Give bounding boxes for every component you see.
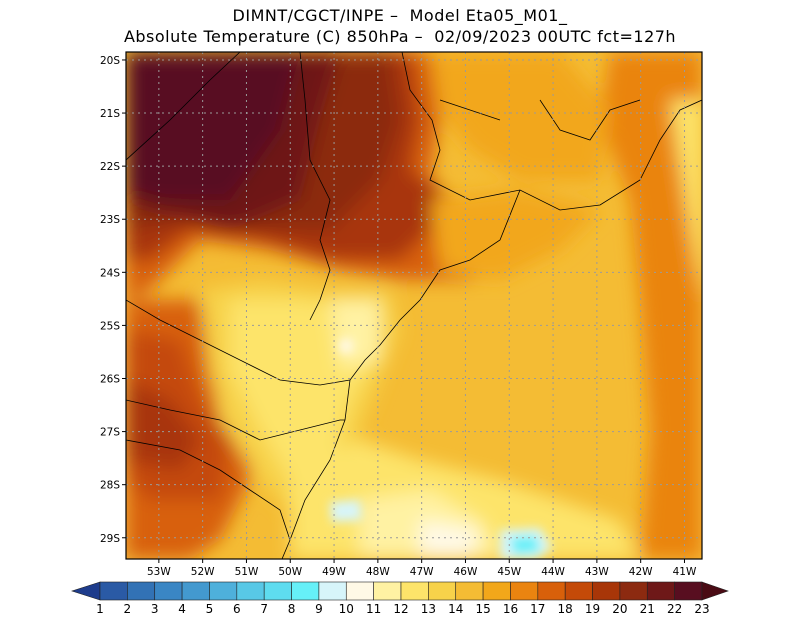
lon-label: 45W	[497, 566, 521, 578]
lat-label: 23S	[100, 214, 120, 226]
lon-label: 41W	[673, 566, 697, 578]
lon-label: 43W	[585, 566, 609, 578]
colorbar-label: 10	[339, 602, 354, 616]
lon-label: 47W	[410, 566, 434, 578]
coast-and-borders	[126, 52, 702, 559]
colorbar-swatch	[537, 581, 566, 601]
colorbar-label: 17	[530, 602, 545, 616]
colorbar-swatch	[318, 581, 347, 601]
colorbar-swatch	[209, 581, 238, 601]
lon-label: 49W	[322, 566, 346, 578]
colorbar-label: 19	[585, 602, 600, 616]
lon-label: 53W	[147, 566, 171, 578]
colorbar: 1 2 3 4 5 6 7 8 9 10 11 12 13 14 15 16 17 18 19 20 21 22 23	[71, 581, 729, 616]
colorbar-swatch	[127, 581, 156, 601]
lon-label: 50W	[278, 566, 302, 578]
colorbar-label: 2	[124, 602, 132, 616]
temperature-field	[126, 52, 702, 559]
colorbar-label: 21	[640, 602, 655, 616]
colorbar-swatch	[564, 581, 593, 601]
colorbar-swatch	[181, 581, 210, 601]
colorbar-swatch	[510, 581, 539, 601]
lat-label: 20S	[100, 55, 120, 67]
colorbar-swatch	[373, 581, 402, 601]
colorbar-label: 13	[421, 602, 436, 616]
colorbar-label: 22	[667, 602, 682, 616]
colorbar-swatch	[619, 581, 648, 601]
lon-label: 46W	[454, 566, 478, 578]
colorbar-swatch	[646, 581, 675, 601]
colorbar-label: 9	[315, 602, 323, 616]
lat-label: 22S	[100, 161, 120, 173]
colorbar-label: 4	[178, 602, 186, 616]
colorbar-label: 1	[96, 602, 104, 616]
colorbar-swatch	[263, 581, 292, 601]
map-frame	[125, 51, 703, 560]
colorbar-label: 20	[612, 602, 627, 616]
colorbar-label: 23	[694, 602, 709, 616]
map-gridlines	[126, 52, 702, 559]
lat-label: 24S	[100, 267, 120, 279]
colorbar-left-arrow	[71, 581, 101, 601]
lat-label: 28S	[100, 480, 120, 492]
colorbar-swatch	[674, 581, 703, 601]
colorbar-label: 12	[393, 602, 408, 616]
lat-label: 29S	[100, 533, 120, 545]
lon-label: 51W	[235, 566, 259, 578]
lat-label: 25S	[100, 320, 120, 332]
colorbar-label: 14	[448, 602, 463, 616]
lat-label: 21S	[100, 108, 120, 120]
colorbar-swatch	[154, 581, 183, 601]
colorbar-swatch	[428, 581, 457, 601]
lon-label: 42W	[629, 566, 653, 578]
colorbar-swatch	[236, 581, 265, 601]
colorbar-label: 8	[288, 602, 296, 616]
lon-label: 48W	[366, 566, 390, 578]
lat-label: 26S	[100, 373, 120, 385]
map-title-line1: DIMNT/CGCT/INPE – Model Eta05_M01_	[232, 6, 568, 25]
colorbar-label: 6	[233, 602, 241, 616]
colorbar-label: 5	[206, 602, 214, 616]
colorbar-label: 7	[260, 602, 268, 616]
colorbar-label: 11	[366, 602, 381, 616]
colorbar-label: 18	[558, 602, 573, 616]
longitude-labels: 53W 52W 51W 50W 49W 48W 47W 46W 45W 44W 43W 42W 41W	[147, 559, 697, 578]
latitude-labels: 20S 21S 22S 23S 24S 25S 26S 27S 28S 29S	[100, 55, 126, 545]
lon-label: 52W	[191, 566, 215, 578]
colorbar-right-arrow	[701, 581, 729, 601]
colorbar-swatch	[482, 581, 511, 601]
colorbar-label: 16	[503, 602, 518, 616]
colorbar-label: 3	[151, 602, 159, 616]
colorbar-swatch	[455, 581, 484, 601]
colorbar-swatch	[400, 581, 429, 601]
colorbar-swatch	[345, 581, 374, 601]
colorbar-swatch	[291, 581, 320, 601]
colorbar-label: 15	[475, 602, 490, 616]
lat-label: 27S	[100, 427, 120, 439]
map-title-line2: Absolute Temperature (C) 850hPa – 02/09/…	[123, 27, 677, 46]
lon-label: 44W	[541, 566, 565, 578]
colorbar-swatch	[592, 581, 621, 601]
colorbar-swatch	[99, 581, 128, 601]
